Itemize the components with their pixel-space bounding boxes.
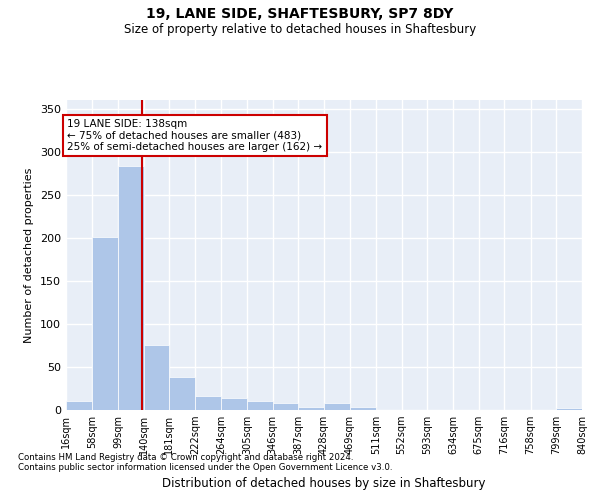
Y-axis label: Number of detached properties: Number of detached properties	[25, 168, 34, 342]
Bar	[66, 400, 92, 410]
Bar	[272, 403, 298, 410]
Bar	[92, 237, 118, 410]
Text: 19 LANE SIDE: 138sqm
← 75% of detached houses are smaller (483)
25% of semi-deta: 19 LANE SIDE: 138sqm ← 75% of detached h…	[67, 119, 322, 152]
Bar	[247, 400, 272, 410]
Bar	[556, 408, 582, 410]
Bar	[195, 396, 221, 410]
Bar	[350, 408, 376, 410]
Bar	[324, 403, 350, 410]
Bar	[298, 408, 324, 410]
Bar	[169, 378, 195, 410]
Text: Contains public sector information licensed under the Open Government Licence v3: Contains public sector information licen…	[18, 464, 392, 472]
Text: Distribution of detached houses by size in Shaftesbury: Distribution of detached houses by size …	[162, 477, 486, 490]
Text: Contains HM Land Registry data © Crown copyright and database right 2024.: Contains HM Land Registry data © Crown c…	[18, 454, 353, 462]
Text: Size of property relative to detached houses in Shaftesbury: Size of property relative to detached ho…	[124, 22, 476, 36]
Bar	[118, 166, 143, 410]
Bar	[143, 346, 169, 410]
Bar	[221, 398, 247, 410]
Text: 19, LANE SIDE, SHAFTESBURY, SP7 8DY: 19, LANE SIDE, SHAFTESBURY, SP7 8DY	[146, 8, 454, 22]
